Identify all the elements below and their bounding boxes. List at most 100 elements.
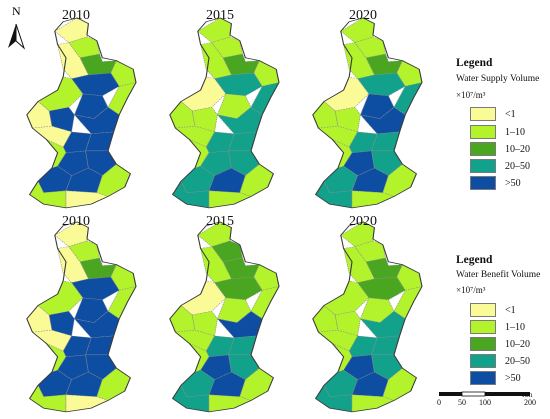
subbasin-region [200,150,232,176]
year-label-top-1: 2010 [62,8,90,23]
legend-label: 20–50 [505,355,530,367]
legend-label: <1 [505,304,516,316]
subbasin-region [85,354,117,380]
subbasin-region [48,106,75,133]
basin-outline [26,17,137,209]
scale-bar [439,391,530,397]
subbasin-region [396,264,423,291]
subbasin-region [57,150,89,176]
subbasin-region [317,125,359,148]
subbasin-region [253,264,280,291]
legend-item-bottom-1-10: 1–10 [470,319,525,335]
subbasin-region [31,125,73,148]
subbasin-region [228,354,260,380]
scale-tick-0: 0 [437,398,441,407]
legend-swatch [470,159,496,173]
legend-item-top-lt1: <1 [470,106,516,122]
subbasin-region [393,82,423,116]
subbasin-region [62,131,92,154]
year-label-top-3: 2020 [349,8,377,23]
subbasin-region [250,286,280,320]
subbasin-region [200,354,232,380]
legend-swatch [470,337,496,351]
basin-outline [169,221,280,413]
legend-item-bottom-lt1: <1 [470,302,516,318]
subbasin-region [107,286,137,320]
legend-label: 10–20 [505,338,530,350]
scale-tick-100: 100 [479,398,491,407]
legend-label: >50 [505,177,521,189]
legend-swatch [470,303,496,317]
scale-unit: Km [522,391,533,399]
subbasin-region [348,131,378,154]
legend-swatch [470,142,496,156]
subbasin-region [317,329,359,352]
legend-item-top-1-10: 1–10 [470,124,525,140]
subbasin-region [393,286,423,320]
subbasin-region [334,106,361,133]
legend-item-top-gt50: >50 [470,175,521,191]
basin-outline [312,221,423,413]
north-arrow-icon [8,23,26,50]
subbasin-region [334,310,361,337]
map-2010-benefit [26,221,137,413]
year-label-top-2: 2015 [206,8,234,23]
north-label: N [12,4,21,18]
basin-outline [26,221,137,413]
legend-subtitle-top: Water Supply Volume [456,74,540,84]
legend-unit-top: ×10⁷/m³ [456,90,486,100]
legend-unit-bottom: ×10⁷/m³ [456,285,486,295]
legend-title-bottom: Legend [456,254,493,266]
legend-label: 1–10 [505,126,525,138]
subbasin-region [348,335,378,358]
subbasin-region [205,131,235,154]
subbasin-region [174,125,216,148]
subbasin-region [191,310,218,337]
legend-label: >50 [505,372,521,384]
legend-label: 10–20 [505,143,530,155]
map-2020-benefit [312,221,423,413]
legend-swatch [470,371,496,385]
legend-item-bottom-10-20: 10–20 [470,336,530,352]
subbasin-region [48,310,75,337]
subbasin-region [31,329,73,352]
scale-tick-200: 200 [524,398,536,407]
legend-item-bottom-20-50: 20–50 [470,353,530,369]
subbasin-region [253,60,280,87]
map-2010-supply [26,17,137,209]
basin-outline [169,17,280,209]
legend-item-bottom-gt50: >50 [470,370,521,386]
subbasin-region [343,150,375,176]
subbasin-region [110,264,137,291]
scale-tick-50: 50 [458,398,466,407]
legend-label: <1 [505,108,516,120]
legend-label: 1–10 [505,321,525,333]
subbasin-region [343,354,375,380]
map-2015-supply [169,17,280,209]
year-label-bottom-3: 2020 [349,214,377,229]
legend-label: 20–50 [505,160,530,172]
year-label-bottom-2: 2015 [206,214,234,229]
legend-swatch [470,125,496,139]
subbasin-region [110,60,137,87]
subbasin-region [174,329,216,352]
legend-item-top-20-50: 20–50 [470,158,530,174]
subbasin-region [396,60,423,87]
subbasin-region [205,335,235,358]
legend-swatch [470,176,496,190]
legend-item-top-10-20: 10–20 [470,141,530,157]
legend-swatch [470,320,496,334]
subbasin-region [371,354,403,380]
subbasin-region [250,82,280,116]
basin-outline [312,17,423,209]
legend-title-top: Legend [456,57,493,69]
legend-subtitle-bottom: Water Benefit Volume [456,270,541,280]
legend-swatch [470,354,496,368]
subbasin-region [57,354,89,380]
subbasin-region [191,106,218,133]
subbasin-region [107,82,137,116]
subbasin-region [62,335,92,358]
map-2020-supply [312,17,423,209]
